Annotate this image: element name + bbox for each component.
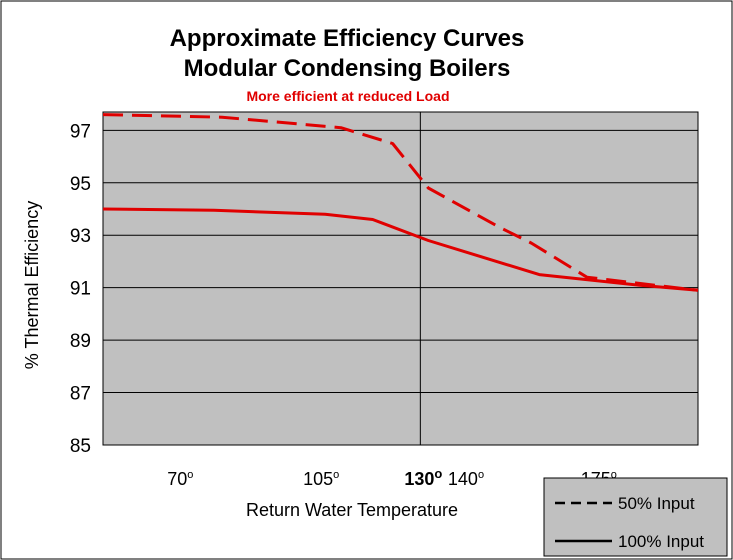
y-axis-label: % Thermal Efficiency [22,201,42,369]
y-tick-label-85: 85 [70,436,91,457]
legend-label-50: 50% Input [618,494,695,513]
chart-subtitle: More efficient at reduced Load [246,88,449,104]
x-axis-label: Return Water Temperature [246,500,458,520]
y-tick-labels: 85 87 89 91 93 95 97 [70,121,91,457]
chart-title-line1: Approximate Efficiency Curves [170,25,525,52]
plot-area [102,111,699,446]
legend: 50% Input 100% Input [543,477,728,557]
chart-title-line2: Modular Condensing Boilers [184,55,511,82]
y-tick-label-95: 95 [70,174,91,195]
x-tick-label-105: 105o [303,469,339,489]
y-tick-label-89: 89 [70,331,91,352]
y-tick-label-91: 91 [70,279,91,300]
y-tick-label-97: 97 [70,121,91,142]
x-tick-label-140: 140o [448,469,484,489]
legend-box [543,477,728,557]
series-line-50-input [102,113,699,292]
series-line-100-input [102,207,699,292]
x-tick-label-70: 70o [167,469,193,489]
series-lines [102,113,699,292]
x-tick-label-130: 130o [404,466,442,489]
y-tick-label-93: 93 [70,226,91,247]
gridlines [103,129,698,394]
y-tick-label-87: 87 [70,384,91,405]
legend-label-100: 100% Input [618,532,704,551]
